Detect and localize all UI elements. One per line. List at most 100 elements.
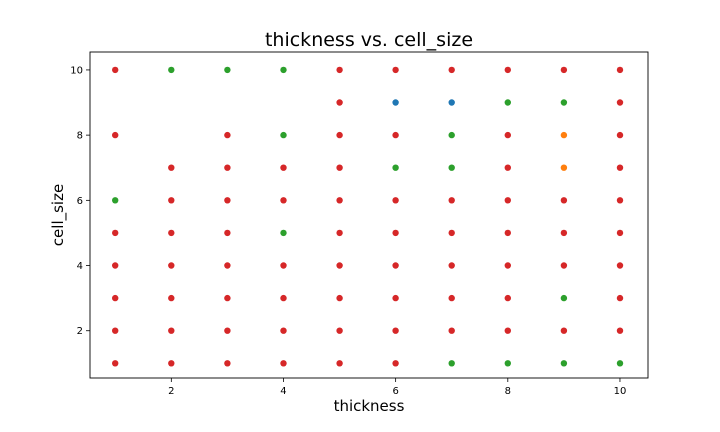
y-tick-label: 4 xyxy=(77,261,83,272)
data-point xyxy=(504,164,511,171)
data-point xyxy=(224,262,231,269)
y-tick-label: 8 xyxy=(77,131,83,142)
data-point xyxy=(560,327,568,334)
data-point xyxy=(448,327,455,334)
data-point xyxy=(616,164,624,171)
data-point xyxy=(616,262,624,269)
data-point xyxy=(616,327,624,334)
data-point xyxy=(616,229,624,237)
data-point xyxy=(616,360,624,367)
x-tick-label: 4 xyxy=(280,386,286,397)
data-point xyxy=(336,229,343,237)
data-point xyxy=(392,164,399,171)
data-point xyxy=(448,262,455,269)
data-point xyxy=(448,294,455,302)
data-point xyxy=(280,131,287,139)
data-point xyxy=(392,327,399,334)
data-point xyxy=(560,229,568,237)
y-axis-title: cell_size xyxy=(49,184,68,246)
data-point xyxy=(616,294,624,302)
data-point xyxy=(112,229,119,237)
data-point xyxy=(392,197,399,204)
data-point xyxy=(224,327,231,334)
data-point xyxy=(392,99,399,106)
points-layer xyxy=(112,66,624,367)
data-point xyxy=(336,131,343,139)
data-point xyxy=(560,294,568,302)
data-point xyxy=(280,229,287,237)
x-axis-ticks: 2 4 6 8 10 xyxy=(168,378,626,397)
chart-title: thickness vs. cell_size xyxy=(265,29,473,51)
data-point xyxy=(280,360,287,367)
data-point xyxy=(448,66,455,74)
data-point xyxy=(168,262,175,269)
data-point xyxy=(280,197,287,204)
data-point xyxy=(280,262,287,269)
data-point xyxy=(336,327,343,334)
data-point xyxy=(168,229,175,237)
data-point xyxy=(560,164,568,171)
data-point xyxy=(560,66,568,74)
data-point xyxy=(112,294,119,302)
plot-frame xyxy=(89,51,649,379)
y-tick-label: 10 xyxy=(70,65,83,76)
x-axis-title: thickness xyxy=(334,397,405,415)
data-point xyxy=(448,164,455,171)
data-point xyxy=(504,360,511,367)
data-point xyxy=(560,197,568,204)
data-point xyxy=(560,262,568,269)
data-point xyxy=(112,327,119,334)
data-point xyxy=(448,197,455,204)
data-point xyxy=(280,294,287,302)
data-point xyxy=(504,294,511,302)
data-point xyxy=(392,294,399,302)
data-point xyxy=(112,66,119,74)
x-tick-label: 10 xyxy=(614,386,627,397)
data-point xyxy=(280,164,287,171)
data-point xyxy=(392,262,399,269)
x-tick-label: 2 xyxy=(168,386,174,397)
data-point xyxy=(504,131,511,139)
data-point xyxy=(112,262,119,269)
data-point xyxy=(336,262,343,269)
data-point xyxy=(560,360,568,367)
data-point xyxy=(336,164,343,171)
data-point xyxy=(448,229,455,237)
data-point xyxy=(224,294,231,302)
data-point xyxy=(112,131,119,139)
data-point xyxy=(392,229,399,237)
data-point xyxy=(504,262,511,269)
data-point xyxy=(504,197,511,204)
data-point xyxy=(224,66,231,74)
data-point xyxy=(448,360,455,367)
data-point xyxy=(224,131,231,139)
data-point xyxy=(560,99,568,106)
data-point xyxy=(168,327,175,334)
data-point xyxy=(168,66,175,74)
data-point xyxy=(168,360,175,367)
data-point xyxy=(616,131,624,139)
data-point xyxy=(504,327,511,334)
data-point xyxy=(224,197,231,204)
data-point xyxy=(560,131,568,139)
data-point xyxy=(504,99,511,106)
data-point xyxy=(392,360,399,367)
data-point xyxy=(224,164,231,171)
data-point xyxy=(336,360,343,367)
data-point xyxy=(336,66,343,74)
data-point xyxy=(168,197,175,204)
data-point xyxy=(392,131,399,139)
data-point xyxy=(616,66,624,74)
data-point xyxy=(448,131,455,139)
data-point xyxy=(504,229,511,237)
x-tick-label: 8 xyxy=(505,386,511,397)
y-axis-ticks: 2 4 6 8 10 xyxy=(70,65,90,337)
data-point xyxy=(168,294,175,302)
data-point xyxy=(280,327,287,334)
data-point xyxy=(112,360,119,367)
data-point xyxy=(448,99,455,106)
data-point xyxy=(392,66,399,74)
data-point xyxy=(112,197,119,204)
y-tick-label: 2 xyxy=(77,326,83,337)
